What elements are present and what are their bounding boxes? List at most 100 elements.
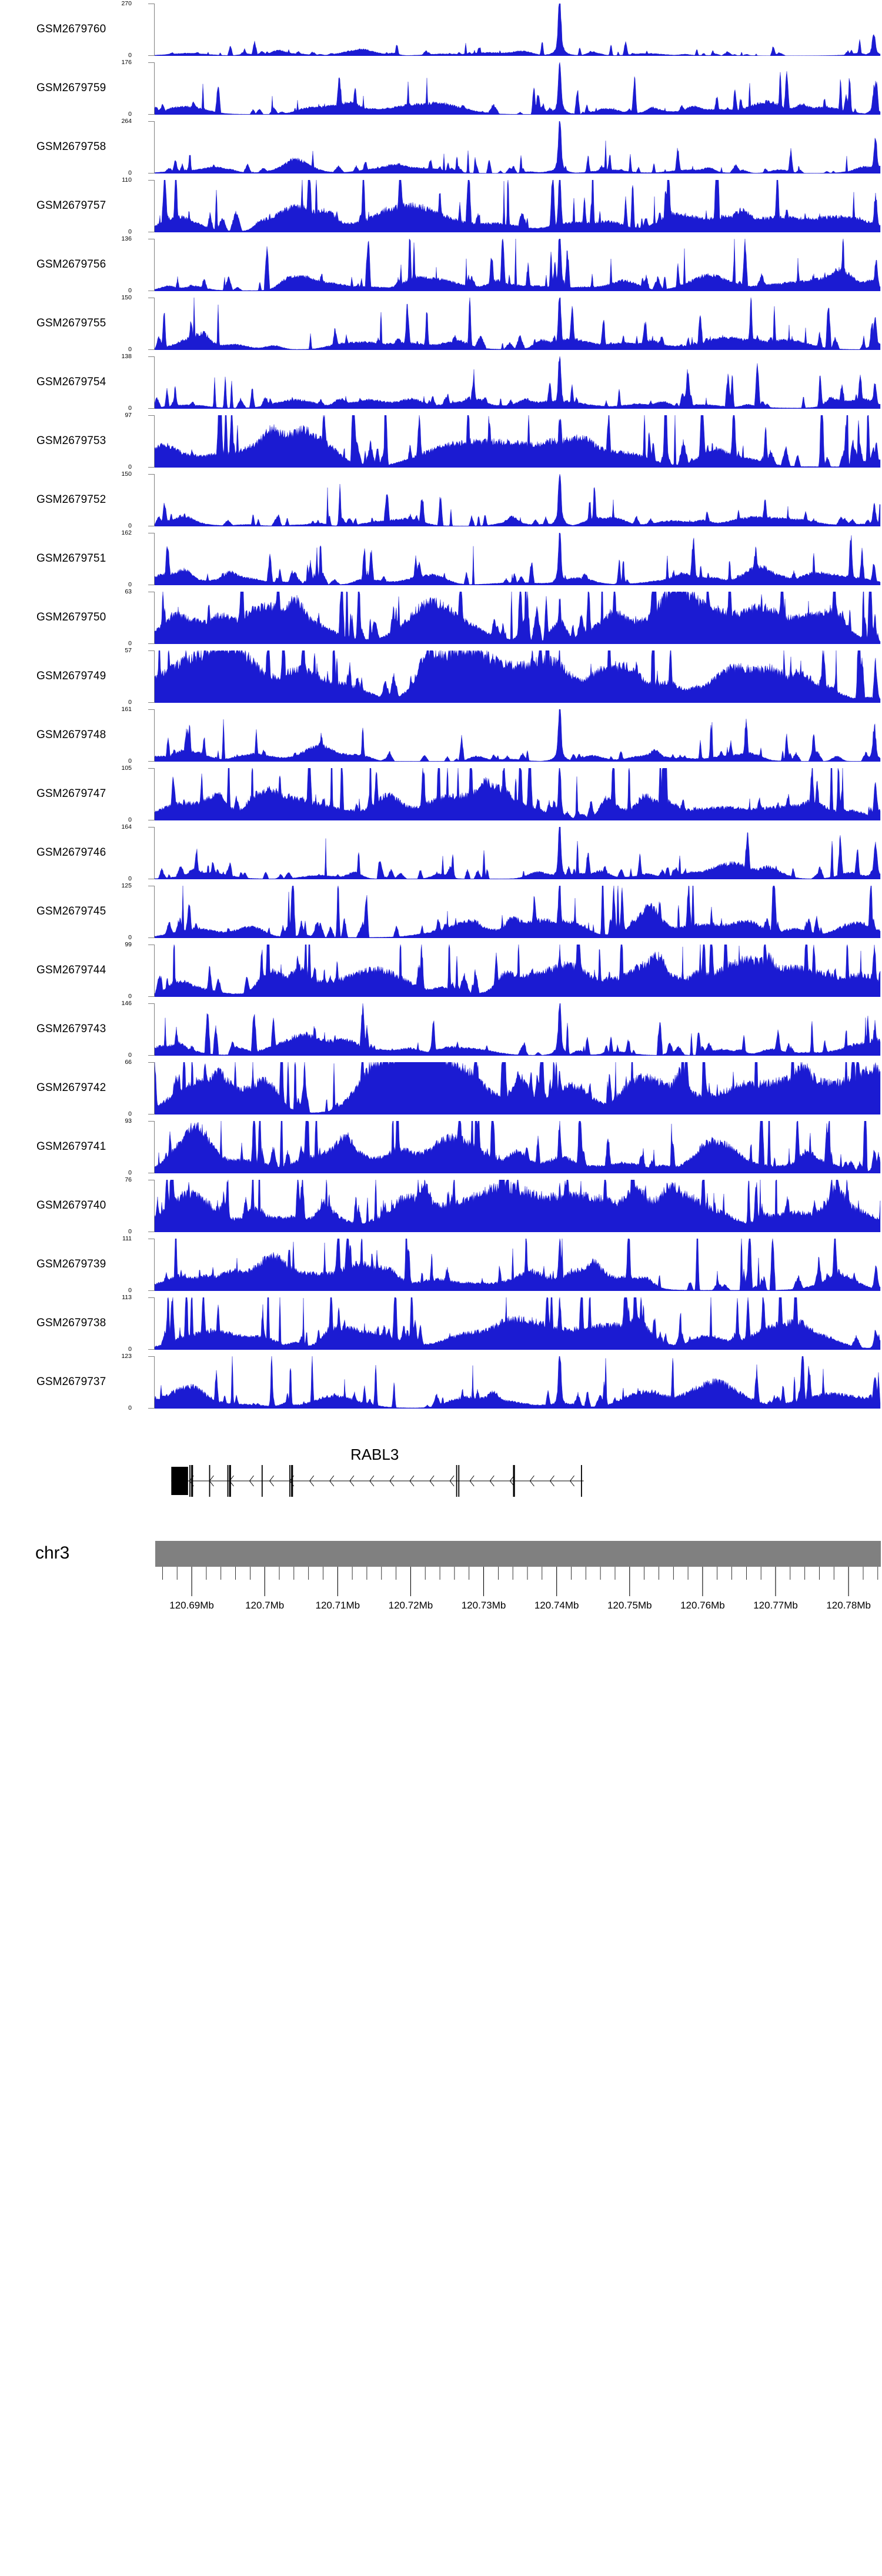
y-axis-tick-zero bbox=[148, 114, 155, 115]
coverage-track[interactable]: GSM2679747 105 0 bbox=[0, 765, 882, 823]
strand-arrow-icon bbox=[309, 1475, 315, 1487]
coverage-track[interactable]: GSM2679740 76 0 bbox=[0, 1176, 882, 1235]
coverage-track[interactable]: GSM2679753 97 0 bbox=[0, 412, 882, 471]
coverage-signal-area[interactable] bbox=[155, 1239, 881, 1291]
coverage-signal-area[interactable] bbox=[155, 1180, 881, 1232]
coverage-signal-area[interactable] bbox=[155, 62, 881, 115]
coverage-track[interactable]: GSM2679750 63 0 bbox=[0, 588, 882, 647]
coverage-signal-area[interactable] bbox=[155, 945, 881, 997]
coverage-track[interactable]: GSM2679759 176 0 bbox=[0, 59, 882, 118]
y-axis-max-value: 162 bbox=[121, 529, 132, 536]
track-y-axis: 63 0 bbox=[125, 588, 155, 647]
track-y-axis: 66 0 bbox=[125, 1059, 155, 1117]
y-axis-max-value: 136 bbox=[121, 235, 132, 242]
coverage-signal-area[interactable] bbox=[155, 1297, 881, 1350]
coverage-signal-area[interactable] bbox=[155, 650, 881, 703]
y-axis-tick-zero bbox=[148, 1349, 155, 1350]
y-axis-tick-max bbox=[148, 474, 155, 475]
strand-arrow-icon bbox=[509, 1475, 514, 1487]
coverage-signal-area[interactable] bbox=[155, 474, 881, 526]
coverage-signal-path bbox=[155, 121, 881, 173]
coverage-signal-area[interactable] bbox=[155, 180, 881, 232]
y-axis-tick-max bbox=[148, 1003, 155, 1004]
coverage-track[interactable]: GSM2679754 138 0 bbox=[0, 353, 882, 412]
y-axis-line bbox=[154, 1003, 155, 1055]
y-axis-line bbox=[154, 533, 155, 585]
coverage-signal-path bbox=[155, 533, 881, 585]
coverage-track[interactable]: GSM2679745 125 0 bbox=[0, 882, 882, 941]
coverage-signal-area[interactable] bbox=[155, 1062, 881, 1115]
gene-exon bbox=[261, 1465, 263, 1497]
track-y-axis: 162 0 bbox=[121, 529, 155, 588]
track-y-axis: 136 0 bbox=[121, 235, 155, 294]
coverage-signal-area[interactable] bbox=[155, 239, 881, 291]
y-axis-tick-max bbox=[148, 1297, 155, 1298]
coverage-track[interactable]: GSM2679752 150 0 bbox=[0, 471, 882, 529]
y-axis-zero-value: 0 bbox=[128, 875, 132, 882]
coverage-signal-path bbox=[155, 1297, 881, 1350]
coverage-signal-area[interactable] bbox=[155, 1121, 881, 1173]
coverage-track[interactable]: GSM2679743 146 0 bbox=[0, 1000, 882, 1059]
axis-ticks bbox=[0, 1567, 882, 1602]
coverage-track[interactable]: GSM2679758 264 0 bbox=[0, 118, 882, 176]
y-axis-line bbox=[154, 1356, 155, 1408]
gene-exon bbox=[458, 1465, 460, 1497]
coverage-signal-area[interactable] bbox=[155, 4, 881, 56]
coverage-signal-path bbox=[155, 650, 881, 703]
coverage-signal-area[interactable] bbox=[155, 356, 881, 409]
track-sample-label: GSM2679737 bbox=[36, 1376, 106, 1388]
y-axis-zero-value: 0 bbox=[128, 111, 132, 118]
strand-arrow-icon bbox=[349, 1475, 355, 1487]
coverage-track[interactable]: GSM2679751 162 0 bbox=[0, 529, 882, 588]
y-axis-max-value: 270 bbox=[121, 0, 132, 7]
y-axis-tick-zero bbox=[148, 702, 155, 703]
coverage-signal-area[interactable] bbox=[155, 768, 881, 820]
track-y-axis: 110 0 bbox=[122, 176, 155, 235]
track-y-axis: 123 0 bbox=[121, 1353, 155, 1412]
axis-tick-label: 120.78Mb bbox=[826, 1600, 871, 1611]
y-axis-line bbox=[154, 768, 155, 820]
coverage-signal-area[interactable] bbox=[155, 709, 881, 762]
gene-exon bbox=[581, 1465, 582, 1497]
coverage-signal-area[interactable] bbox=[155, 1356, 881, 1409]
coverage-track[interactable]: GSM2679739 111 0 bbox=[0, 1235, 882, 1294]
coverage-signal-area[interactable] bbox=[155, 298, 881, 350]
y-axis-max-value: 57 bbox=[125, 647, 132, 654]
track-y-axis: 76 0 bbox=[125, 1176, 155, 1235]
coverage-track[interactable]: GSM2679738 113 0 bbox=[0, 1294, 882, 1353]
coverage-signal-path bbox=[155, 239, 881, 291]
coverage-signal-path bbox=[155, 1062, 881, 1115]
coverage-signal-area[interactable] bbox=[155, 827, 881, 879]
y-axis-line bbox=[154, 1121, 155, 1173]
y-axis-zero-value: 0 bbox=[128, 228, 132, 235]
coverage-signal-path bbox=[155, 1121, 881, 1173]
y-axis-zero-value: 0 bbox=[128, 1052, 132, 1059]
coverage-signal-path bbox=[155, 298, 881, 350]
chromosome-bar[interactable] bbox=[155, 1541, 881, 1567]
coverage-track[interactable]: GSM2679748 161 0 bbox=[0, 706, 882, 765]
coverage-track[interactable]: GSM2679744 99 0 bbox=[0, 941, 882, 1000]
y-axis-tick-zero bbox=[148, 1055, 155, 1056]
y-axis-tick-max bbox=[148, 650, 155, 651]
coverage-signal-path bbox=[155, 1356, 881, 1409]
coverage-track[interactable]: GSM2679737 123 0 bbox=[0, 1353, 882, 1412]
coverage-signal-area[interactable] bbox=[155, 121, 881, 173]
track-sample-label: GSM2679757 bbox=[36, 199, 106, 212]
coverage-signal-area[interactable] bbox=[155, 886, 881, 938]
gene-exon bbox=[513, 1465, 515, 1497]
coverage-track[interactable]: GSM2679756 136 0 bbox=[0, 235, 882, 294]
gene-model-graphic bbox=[0, 1412, 882, 1511]
coverage-signal-area[interactable] bbox=[155, 415, 881, 468]
y-axis-tick-zero bbox=[148, 467, 155, 468]
coverage-track[interactable]: GSM2679760 270 0 bbox=[0, 0, 882, 59]
coverage-track[interactable]: GSM2679749 57 0 bbox=[0, 647, 882, 706]
coverage-track[interactable]: GSM2679755 150 0 bbox=[0, 294, 882, 353]
coverage-track[interactable]: GSM2679742 66 0 bbox=[0, 1059, 882, 1117]
coverage-track[interactable]: GSM2679746 164 0 bbox=[0, 823, 882, 882]
coverage-signal-area[interactable] bbox=[155, 1003, 881, 1056]
coverage-signal-area[interactable] bbox=[155, 592, 881, 644]
coverage-track[interactable]: GSM2679741 93 0 bbox=[0, 1117, 882, 1176]
coverage-track[interactable]: GSM2679757 110 0 bbox=[0, 176, 882, 235]
y-axis-line bbox=[154, 945, 155, 996]
coverage-signal-area[interactable] bbox=[155, 533, 881, 585]
